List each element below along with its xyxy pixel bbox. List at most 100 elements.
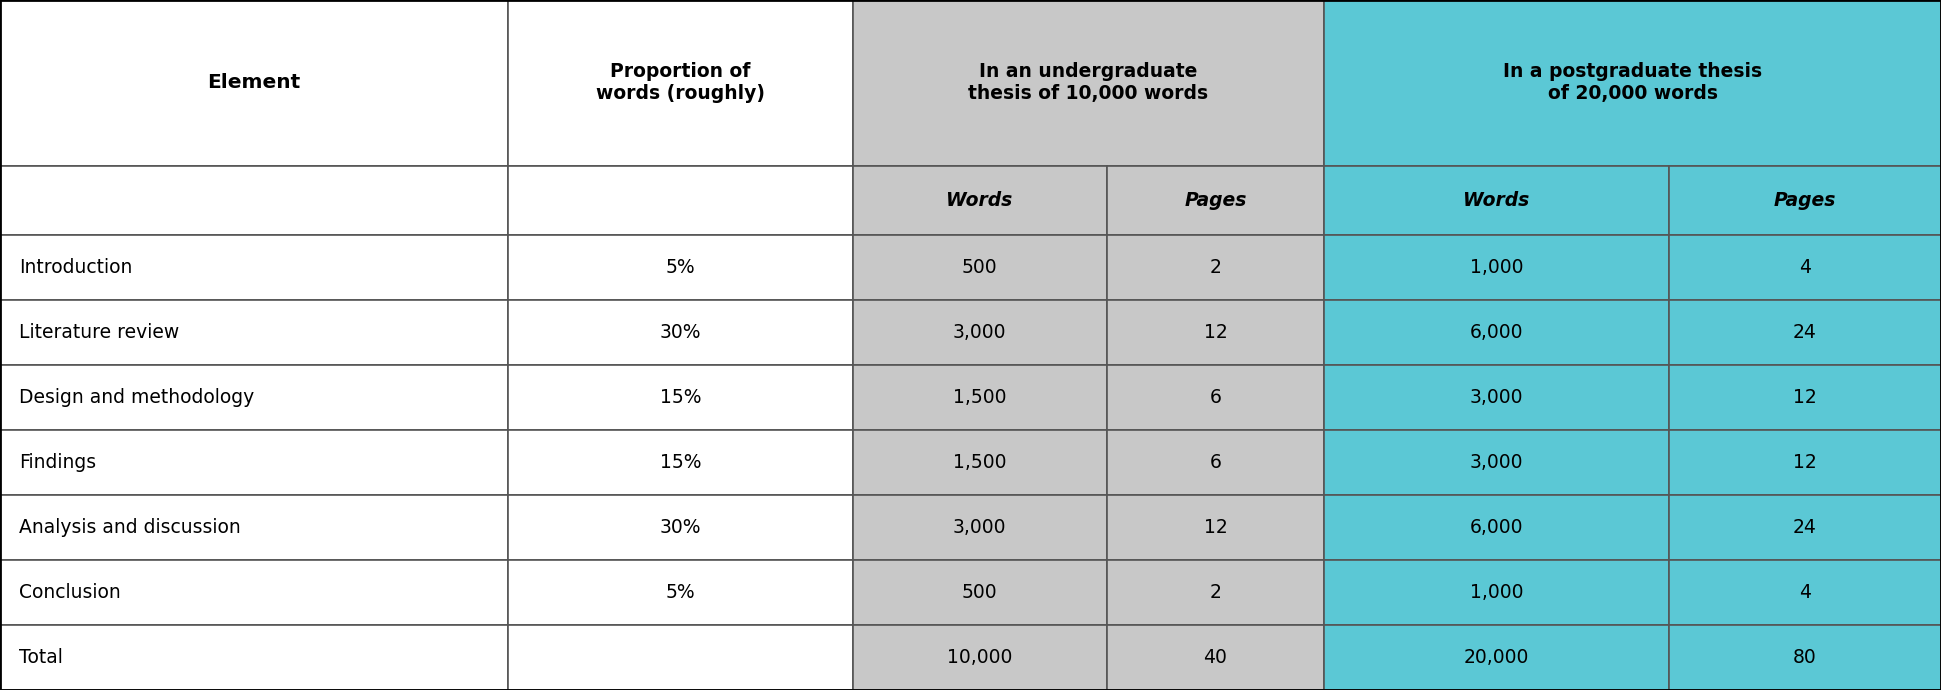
Bar	[1669, 430, 1941, 495]
Bar	[1106, 560, 1324, 625]
Text: Words: Words	[947, 190, 1013, 210]
Text: 12: 12	[1793, 453, 1817, 472]
Bar	[1106, 299, 1324, 365]
Text: 5%: 5%	[666, 257, 695, 277]
Text: 15%: 15%	[660, 453, 701, 472]
Bar	[509, 235, 852, 299]
Text: 1,500: 1,500	[953, 453, 1005, 472]
Bar	[1106, 495, 1324, 560]
Text: 5%: 5%	[666, 583, 695, 602]
Bar	[852, 560, 1106, 625]
Text: 12: 12	[1203, 518, 1227, 537]
Text: Analysis and discussion: Analysis and discussion	[19, 518, 241, 537]
Text: 24: 24	[1793, 323, 1817, 342]
Bar	[852, 235, 1106, 299]
Bar	[852, 495, 1106, 560]
Bar	[0, 365, 509, 430]
Text: 3,000: 3,000	[1469, 388, 1524, 406]
Bar	[0, 0, 509, 166]
Text: 6,000: 6,000	[1469, 518, 1524, 537]
Text: Words: Words	[1464, 190, 1530, 210]
Bar	[509, 299, 852, 365]
Text: Conclusion: Conclusion	[19, 583, 120, 602]
Bar	[1324, 365, 1669, 430]
Bar	[1106, 625, 1324, 690]
Text: Design and methodology: Design and methodology	[19, 388, 254, 406]
Text: 12: 12	[1203, 323, 1227, 342]
Bar	[852, 625, 1106, 690]
Text: 15%: 15%	[660, 388, 701, 406]
Bar	[0, 235, 509, 299]
Text: 30%: 30%	[660, 323, 701, 342]
Bar	[852, 430, 1106, 495]
Text: In a postgraduate thesis
of 20,000 words: In a postgraduate thesis of 20,000 words	[1502, 62, 1762, 104]
Text: Total: Total	[19, 648, 64, 667]
Text: Pages: Pages	[1774, 190, 1836, 210]
Bar	[1324, 235, 1669, 299]
Text: 6,000: 6,000	[1469, 323, 1524, 342]
Bar	[0, 299, 509, 365]
Bar	[852, 299, 1106, 365]
Text: 4: 4	[1799, 257, 1811, 277]
Bar	[509, 430, 852, 495]
Text: 500: 500	[961, 257, 998, 277]
Text: 24: 24	[1793, 518, 1817, 537]
Bar	[1669, 625, 1941, 690]
Bar	[1669, 560, 1941, 625]
Text: Pages: Pages	[1184, 190, 1246, 210]
Bar	[852, 0, 1324, 166]
Bar	[1669, 166, 1941, 235]
Bar	[1324, 0, 1941, 166]
Bar	[1669, 299, 1941, 365]
Text: 3,000: 3,000	[1469, 453, 1524, 472]
Bar	[509, 166, 852, 235]
Bar	[509, 625, 852, 690]
Bar	[0, 495, 509, 560]
Text: Findings: Findings	[19, 453, 97, 472]
Bar	[1669, 495, 1941, 560]
Text: 6: 6	[1209, 453, 1221, 472]
Bar	[509, 365, 852, 430]
Text: 10,000: 10,000	[947, 648, 1013, 667]
Bar	[1324, 430, 1669, 495]
Bar	[1106, 166, 1324, 235]
Text: 20,000: 20,000	[1464, 648, 1530, 667]
Bar	[1324, 166, 1669, 235]
Text: Element: Element	[208, 73, 301, 92]
Bar	[509, 0, 852, 166]
Bar	[1106, 430, 1324, 495]
Bar	[1324, 625, 1669, 690]
Bar	[1324, 495, 1669, 560]
Text: 2: 2	[1209, 583, 1221, 602]
Bar	[0, 625, 509, 690]
Text: 80: 80	[1793, 648, 1817, 667]
Text: 500: 500	[961, 583, 998, 602]
Text: 1,500: 1,500	[953, 388, 1005, 406]
Text: 3,000: 3,000	[953, 323, 1005, 342]
Text: 1,000: 1,000	[1469, 257, 1524, 277]
Bar	[1669, 235, 1941, 299]
Bar	[509, 560, 852, 625]
Bar	[0, 430, 509, 495]
Bar	[0, 560, 509, 625]
Text: 12: 12	[1793, 388, 1817, 406]
Bar	[1324, 560, 1669, 625]
Text: 3,000: 3,000	[953, 518, 1005, 537]
Bar	[0, 166, 509, 235]
Bar	[509, 495, 852, 560]
Bar	[1324, 299, 1669, 365]
Text: 1,000: 1,000	[1469, 583, 1524, 602]
Text: Introduction: Introduction	[19, 257, 132, 277]
Text: Literature review: Literature review	[19, 323, 181, 342]
Text: In an undergraduate
thesis of 10,000 words: In an undergraduate thesis of 10,000 wor…	[969, 62, 1209, 104]
Text: 4: 4	[1799, 583, 1811, 602]
Text: Proportion of
words (roughly): Proportion of words (roughly)	[596, 62, 765, 104]
Bar	[1106, 365, 1324, 430]
Text: 40: 40	[1203, 648, 1227, 667]
Text: 2: 2	[1209, 257, 1221, 277]
Bar	[852, 166, 1106, 235]
Bar	[1669, 365, 1941, 430]
Text: 30%: 30%	[660, 518, 701, 537]
Bar	[1106, 235, 1324, 299]
Bar	[852, 365, 1106, 430]
